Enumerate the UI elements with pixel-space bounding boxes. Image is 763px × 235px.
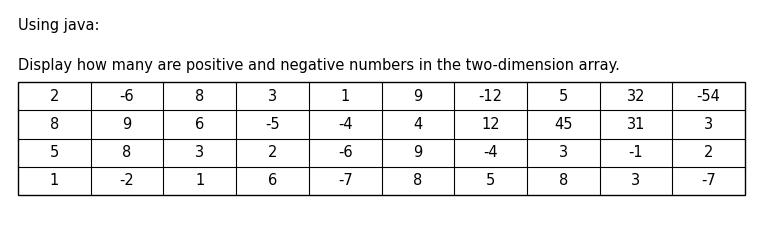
Text: -6: -6 [120, 89, 134, 104]
Text: 1: 1 [50, 173, 59, 188]
Text: -4: -4 [338, 117, 353, 132]
Text: 1: 1 [195, 173, 204, 188]
Text: 2: 2 [704, 145, 713, 160]
Text: -1: -1 [629, 145, 643, 160]
Text: 31: 31 [626, 117, 645, 132]
Text: 8: 8 [50, 117, 59, 132]
Text: 1: 1 [340, 89, 349, 104]
Text: -12: -12 [478, 89, 503, 104]
Text: 8: 8 [195, 89, 204, 104]
Text: -7: -7 [701, 173, 716, 188]
Text: 5: 5 [50, 145, 59, 160]
Bar [18, 82, 745, 195]
Text: 6: 6 [195, 117, 204, 132]
Text: 5: 5 [559, 89, 568, 104]
Text: -6: -6 [338, 145, 353, 160]
Text: Using java:: Using java: [18, 18, 99, 33]
Text: 3: 3 [704, 117, 713, 132]
Text: -54: -54 [697, 89, 720, 104]
Text: 9: 9 [414, 89, 423, 104]
Text: 3: 3 [559, 145, 568, 160]
Text: 8: 8 [559, 173, 568, 188]
Text: 45: 45 [554, 117, 572, 132]
Text: 12: 12 [481, 117, 500, 132]
Text: 3: 3 [195, 145, 204, 160]
Text: 2: 2 [50, 89, 59, 104]
Text: 8: 8 [122, 145, 132, 160]
Text: 9: 9 [414, 145, 423, 160]
Text: -4: -4 [483, 145, 498, 160]
Text: 8: 8 [414, 173, 423, 188]
Text: 32: 32 [626, 89, 645, 104]
Text: Display how many are positive and negative numbers in the two-dimension array.: Display how many are positive and negati… [18, 58, 620, 73]
Text: -5: -5 [265, 117, 280, 132]
Text: -7: -7 [338, 173, 353, 188]
Text: 3: 3 [268, 89, 277, 104]
Text: 3: 3 [632, 173, 640, 188]
Text: 9: 9 [122, 117, 132, 132]
Text: 5: 5 [486, 173, 495, 188]
Text: -2: -2 [120, 173, 134, 188]
Text: 6: 6 [268, 173, 277, 188]
Text: 4: 4 [414, 117, 423, 132]
Text: 2: 2 [268, 145, 277, 160]
